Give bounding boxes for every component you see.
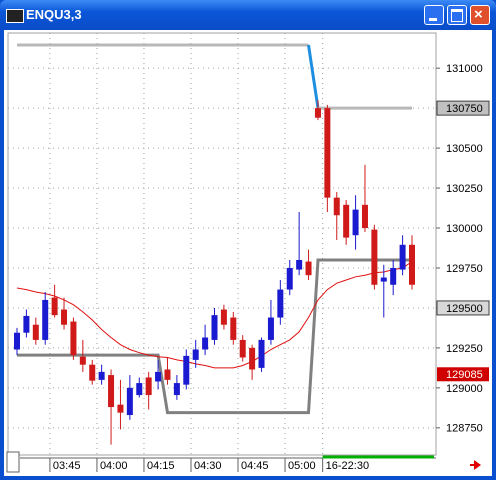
x-tick-label: 04:45 bbox=[241, 460, 269, 472]
x-tick-label: 04:00 bbox=[100, 460, 128, 472]
candle-body bbox=[51, 297, 58, 316]
plot-area bbox=[7, 32, 437, 456]
candle-body bbox=[314, 108, 321, 118]
candle-body bbox=[108, 375, 115, 408]
tick-box bbox=[436, 300, 490, 316]
candle-body bbox=[305, 261, 312, 276]
x-tick-label: 05:00 bbox=[288, 460, 316, 472]
candle-body bbox=[126, 387, 133, 416]
candle-body bbox=[343, 204, 350, 238]
candle-body bbox=[361, 204, 368, 229]
window-title: ENQU3,3 bbox=[26, 7, 82, 22]
candle-body bbox=[70, 321, 77, 356]
candle-body bbox=[98, 371, 105, 380]
candle-body bbox=[79, 356, 86, 365]
y-tick-label: 130250 bbox=[446, 183, 483, 195]
candle-body bbox=[230, 317, 237, 340]
candle-body bbox=[333, 197, 340, 216]
candle-body bbox=[249, 347, 256, 370]
candle-body bbox=[192, 349, 199, 360]
last-price-label: 129085 bbox=[446, 369, 483, 381]
y-tick-label: 130750 bbox=[446, 103, 483, 115]
minimize-button[interactable] bbox=[424, 5, 444, 25]
overlay-line bbox=[16, 261, 413, 369]
maximize-button[interactable] bbox=[447, 5, 467, 25]
y-tick-label: 131000 bbox=[446, 63, 483, 75]
y-tick-label: 129750 bbox=[446, 263, 483, 275]
candle-body bbox=[352, 209, 359, 236]
close-button[interactable]: × bbox=[470, 5, 490, 25]
y-tick-label: 129250 bbox=[446, 343, 483, 355]
candle-body bbox=[371, 229, 378, 285]
y-tick-label: 128750 bbox=[446, 423, 483, 435]
candle-body bbox=[23, 315, 30, 333]
candle-body bbox=[145, 377, 152, 396]
y-tick-label: 130000 bbox=[446, 223, 483, 235]
scroll-arrow[interactable] bbox=[470, 460, 481, 470]
candle-body bbox=[117, 404, 124, 413]
candle-body bbox=[258, 339, 265, 368]
candle-body bbox=[32, 324, 39, 340]
candle-body bbox=[89, 364, 96, 381]
candle-body bbox=[42, 299, 49, 340]
candle-body bbox=[14, 332, 20, 350]
overlay-line bbox=[307, 44, 320, 109]
tick-box bbox=[436, 100, 490, 116]
candle-body bbox=[286, 267, 293, 290]
candle-body bbox=[267, 317, 274, 340]
candle-body bbox=[202, 337, 209, 350]
y-tick-label: 130500 bbox=[446, 143, 483, 155]
x-tick-label: 04:15 bbox=[147, 460, 175, 472]
candle-body bbox=[183, 355, 190, 385]
x-tick-label: 03:45 bbox=[53, 460, 81, 472]
title-bar: ENQU3,3 × bbox=[0, 0, 496, 30]
app-icon bbox=[6, 9, 24, 23]
candle-body bbox=[399, 244, 406, 270]
candle-body bbox=[296, 259, 303, 270]
candle-body bbox=[380, 277, 387, 282]
candle-body bbox=[277, 289, 284, 318]
x-tick-label: 04:30 bbox=[194, 460, 222, 472]
candle-body bbox=[220, 309, 227, 325]
y-tick-label: 129000 bbox=[446, 383, 483, 395]
x-tick-label: 16-22:30 bbox=[326, 460, 369, 472]
candle-body bbox=[409, 244, 415, 285]
candle-body bbox=[155, 371, 162, 382]
candle-body bbox=[390, 267, 397, 285]
candle-body bbox=[324, 108, 331, 198]
candle-body bbox=[136, 383, 143, 396]
last-price-box bbox=[437, 367, 489, 382]
candle-body bbox=[61, 309, 68, 325]
candle-body bbox=[164, 369, 171, 380]
candle-body bbox=[173, 383, 180, 396]
scroll-box[interactable] bbox=[6, 451, 20, 473]
y-tick-label: 129500 bbox=[446, 303, 483, 315]
candle-body bbox=[239, 339, 246, 358]
candle-body bbox=[211, 315, 218, 340]
